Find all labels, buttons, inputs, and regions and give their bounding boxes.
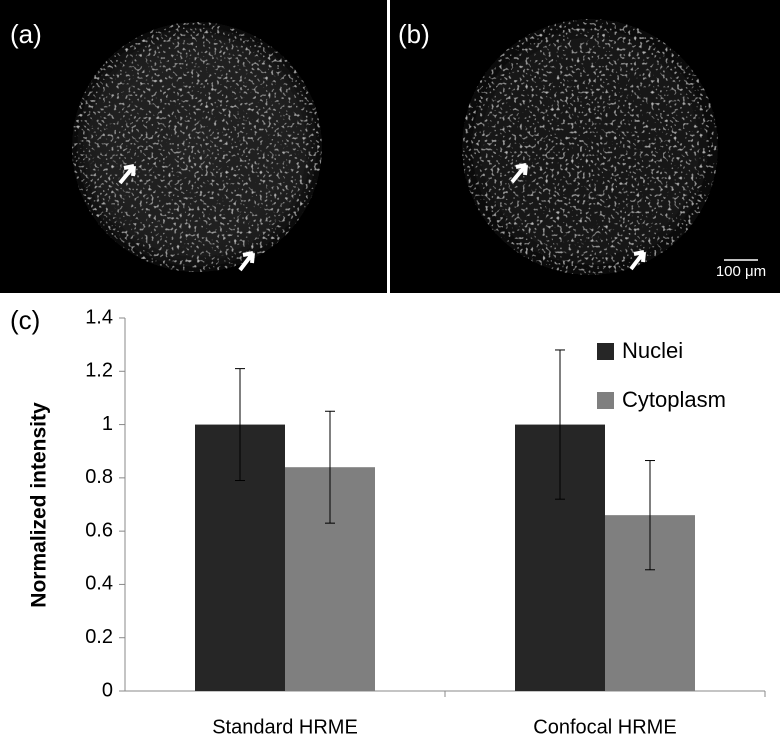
panel-label: (b) (398, 19, 430, 49)
y-tick-label: 0.8 (85, 466, 113, 488)
y-axis-title: Normalized intensity (28, 402, 51, 608)
y-tick-label: 1.2 (85, 360, 113, 382)
legend-swatch (597, 392, 614, 409)
image-b (390, 0, 780, 293)
legend-label: Cytoplasm (622, 387, 726, 412)
y-tick-label: 0.6 (85, 519, 113, 541)
scale-bar-label: 100 μm (716, 263, 766, 280)
x-tick-label: Standard HRME (212, 716, 358, 738)
panel-label: (a) (10, 19, 42, 49)
y-tick-label: 0.4 (85, 573, 113, 595)
y-tick-label: 0.2 (85, 626, 113, 648)
panel-label: (c) (10, 305, 40, 335)
image-a (0, 0, 387, 293)
y-tick-label: 1.4 (85, 306, 113, 328)
x-tick-label: Confocal HRME (533, 716, 676, 738)
legend-label: Nuclei (622, 338, 683, 363)
y-tick-label: 1 (102, 413, 113, 435)
y-tick-label: 0 (102, 679, 113, 701)
legend-swatch (597, 343, 614, 360)
